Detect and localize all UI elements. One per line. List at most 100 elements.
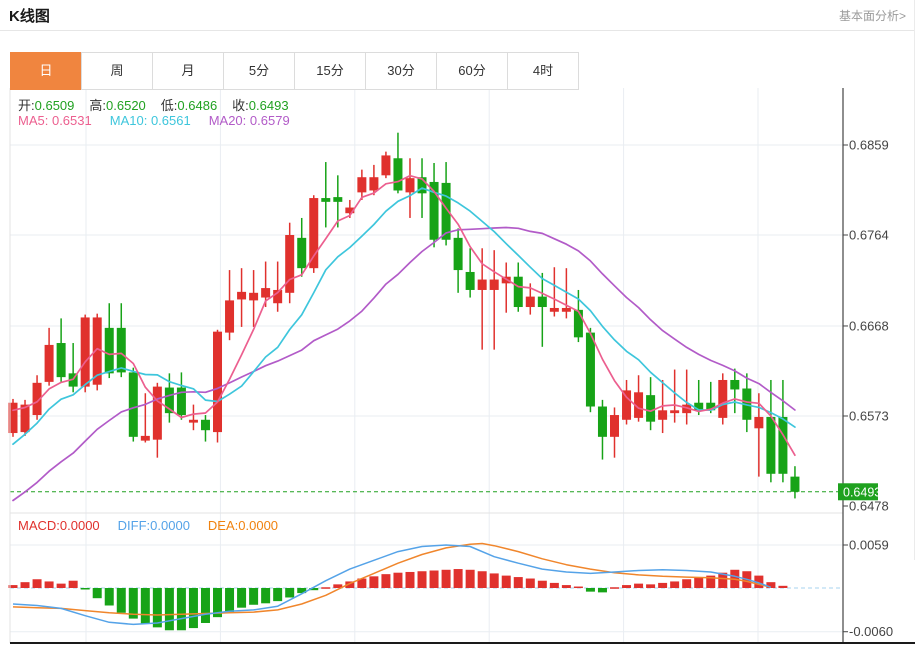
candle [754,416,764,429]
ma20-legend-item: MA20: 0.6579 [208,113,290,128]
macd-bar [477,571,487,588]
candle [417,177,427,194]
macd-bar [718,572,728,588]
candle [670,410,680,414]
high-label: 高: [89,98,107,113]
candle [237,291,247,300]
macd-bar [694,577,704,588]
macd-bar [766,582,776,588]
candle [441,182,451,240]
candle [285,235,295,293]
macd-bar [104,588,114,606]
tab-month[interactable]: 月 [152,52,224,90]
candle [549,307,559,312]
macd-bar [670,581,680,588]
tab-15min[interactable]: 15分 [294,52,366,90]
macd-bar [32,579,42,588]
macd-bar [44,581,54,588]
y-axis-label: 0.6478 [849,498,889,513]
candle [405,178,415,193]
candle [357,177,367,193]
macd-bar [405,571,415,588]
candle [718,379,728,418]
fundamental-analysis-link[interactable]: 基本面分析> [838,8,906,23]
candle [273,289,283,304]
ma10-line [12,187,796,446]
macd-bar [297,588,307,594]
macd-legend-item: MACD:0.0000 [18,518,100,533]
macd-bar [249,588,259,605]
candle [766,416,776,474]
y-axis-label: 0.6573 [849,408,889,423]
candle [20,404,30,433]
tab-week[interactable]: 周 [81,52,153,90]
tab-60min[interactable]: 60分 [436,52,508,90]
candle [188,419,198,423]
candle [369,177,379,191]
candle [429,181,439,240]
macd-bar [646,584,656,588]
macd-bar [622,585,632,588]
macd-bar [525,578,535,588]
macd-bar [321,587,331,589]
current-price-badge [838,483,878,501]
macd-bar [778,585,788,588]
macd-bar [441,569,451,588]
candle [164,387,174,414]
candle [561,307,571,312]
candle [116,327,126,373]
macd-bar [754,575,764,588]
candle [706,402,716,411]
macd-bar [501,575,511,588]
candle [32,382,42,416]
candle [597,406,607,437]
ohlc-legend: 开:0.6509 高:0.6520 低:0.6486 收:0.6493 [18,95,289,114]
diff-line [12,544,772,626]
macd-bar [188,588,198,629]
macd-bar [309,588,319,591]
candle [477,279,487,290]
macd-bar [285,588,295,598]
macd-bar [80,588,90,590]
ma5-legend-item: MA5: 0.6531 [18,113,92,128]
macd-bar [200,588,210,623]
macd-bar [152,588,162,628]
macd-bar [393,572,403,588]
low-label: 低: [160,98,178,113]
macd-bar [513,577,523,588]
macd-bar [561,585,571,588]
macd-bar [68,580,78,588]
candle [200,419,210,431]
tab-4hour[interactable]: 4时 [507,52,579,90]
candle [92,317,102,385]
tab-30min[interactable]: 30分 [365,52,437,90]
y-axis-label: 0.6859 [849,138,889,153]
open-value: 0.6509 [34,98,75,113]
tab-5min[interactable]: 5分 [223,52,295,90]
candle [104,327,114,374]
high-value: 0.6520 [106,98,146,113]
candle [393,158,403,191]
page-title: K线图 [9,7,50,25]
ma10-legend-item: MA10: 0.6561 [109,113,191,128]
macd-bar [658,582,668,588]
candle [694,402,704,411]
candle [658,410,668,420]
macd-bar [549,582,559,588]
macd-bar [706,575,716,588]
candle [525,296,535,308]
y-axis-label: 0.6668 [849,318,889,333]
candle [381,155,391,176]
diff-legend-item: DIFF:0.0000 [117,518,190,533]
candle [309,198,319,269]
macd-bar [237,588,247,608]
candle [465,271,475,290]
tab-day[interactable]: 日 [10,52,82,90]
macd-bar [381,574,391,588]
macd-bar [597,588,607,593]
candle [489,279,499,290]
candle [56,343,66,378]
candle [646,395,656,422]
candle [225,300,235,333]
